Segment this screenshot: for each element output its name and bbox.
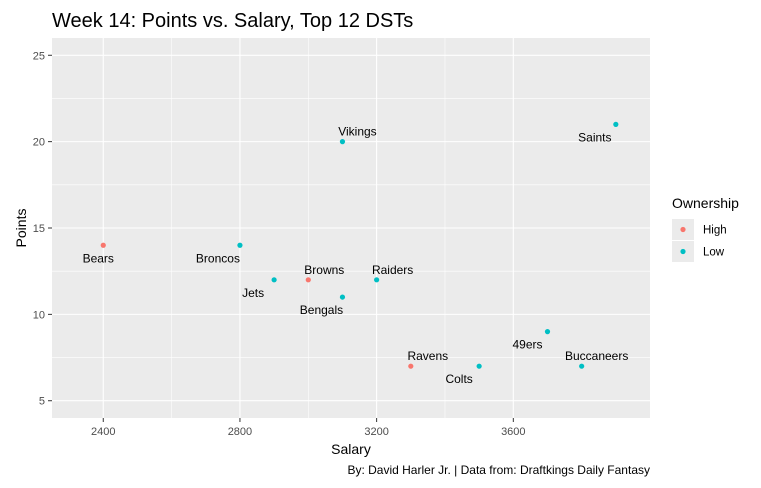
legend-label-low: Low: [703, 247, 725, 259]
data-point: [613, 121, 619, 127]
y-tick-label: 20: [33, 137, 45, 149]
data-point-label: Bears: [83, 251, 114, 265]
x-axis-ticks: 2400 2800 3200 3600: [91, 418, 526, 438]
x-tick-label: 3200: [364, 426, 388, 438]
y-axis-ticks: 5 10 15 20 25: [33, 50, 52, 408]
data-point-labels: Bears Broncos Jets Browns Vikings Bengals Raid…: [83, 125, 629, 387]
data-point-label: Vikings: [338, 125, 376, 139]
data-point-label: Jets: [242, 286, 264, 300]
x-tick-label: 3600: [501, 426, 525, 438]
data-point: [339, 294, 346, 300]
y-tick-label: 15: [33, 223, 45, 235]
data-point-label: Raiders: [372, 263, 413, 277]
data-point: [579, 363, 585, 369]
data-point: [544, 329, 551, 335]
data-point: [271, 277, 277, 283]
legend-title: Ownership: [672, 195, 739, 211]
y-tick-label: 5: [39, 396, 45, 408]
data-points: [100, 121, 619, 369]
data-point-label: Browns: [304, 263, 344, 277]
legend-swatch-low: [680, 248, 686, 255]
data-point-label: Broncos: [196, 251, 240, 265]
data-point: [339, 139, 346, 145]
chart-caption: By: David Harler Jr. | Data from: Draftk…: [347, 463, 650, 477]
data-point: [408, 363, 414, 369]
data-point-label: Ravens: [407, 349, 448, 363]
data-point: [476, 363, 482, 369]
data-point-label: Bengals: [300, 303, 343, 317]
legend-swatch-high: [680, 226, 686, 233]
data-point-label: Buccaneers: [565, 349, 628, 363]
x-axis-title: Salary: [331, 441, 371, 457]
data-point-label: Colts: [445, 372, 472, 386]
grid-major: [52, 38, 650, 418]
legend: Ownership High Low: [672, 195, 739, 262]
chart-title: Week 14: Points vs. Salary, Top 12 DSTs: [52, 10, 413, 32]
y-tick-label: 25: [33, 50, 45, 62]
y-axis-title: Points: [13, 209, 29, 248]
data-point: [237, 242, 243, 248]
legend-label-high: High: [703, 225, 727, 237]
data-point-label: 49ers: [512, 338, 542, 352]
data-point-label: Saints: [578, 130, 611, 144]
data-point: [100, 242, 106, 248]
y-tick-label: 10: [33, 309, 45, 321]
data-point: [305, 277, 311, 283]
x-tick-label: 2400: [91, 426, 115, 438]
data-point: [374, 277, 380, 283]
x-tick-label: 2800: [228, 426, 252, 438]
